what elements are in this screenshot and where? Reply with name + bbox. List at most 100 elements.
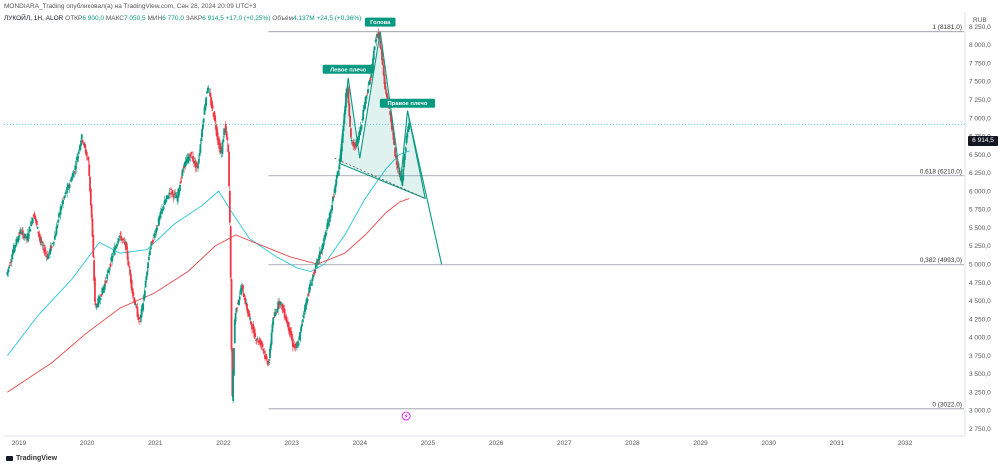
- candle-body: [145, 275, 148, 281]
- candle-body: [262, 349, 265, 351]
- candle-body: [238, 296, 241, 301]
- time-tick-label: 2031: [830, 440, 845, 447]
- candle-body: [291, 338, 294, 347]
- candle-body: [140, 308, 143, 318]
- candle-body: [337, 170, 340, 176]
- candle-body: [79, 144, 82, 151]
- candle-body: [341, 144, 343, 152]
- price-tick-label: 5 750,0: [969, 207, 991, 214]
- candle-body: [393, 140, 396, 146]
- candle-body: [67, 185, 69, 190]
- candle-body: [364, 96, 367, 104]
- candle-body: [277, 301, 280, 310]
- candle-body: [144, 280, 147, 288]
- price-tick-label: 6 000,0: [969, 188, 991, 195]
- candle-body: [254, 333, 257, 337]
- symbol-name[interactable]: ЛУКОЙЛ, 1Н, ALOR: [4, 15, 64, 22]
- time-tick-label: 2024: [353, 440, 368, 447]
- candle-body: [320, 249, 323, 254]
- candle-body: [372, 58, 374, 70]
- candle-body: [329, 210, 332, 218]
- candle-body: [126, 250, 129, 260]
- candle-body: [170, 188, 172, 190]
- candle-body: [350, 128, 352, 138]
- candle-body: [188, 154, 191, 157]
- candle-body: [287, 322, 290, 331]
- candle-body: [228, 151, 230, 187]
- candle-body: [215, 126, 218, 137]
- candle-body: [60, 205, 63, 210]
- candle-body: [17, 238, 19, 242]
- candle-body: [199, 144, 202, 153]
- candle-body: [390, 114, 392, 122]
- candle-body: [336, 174, 338, 179]
- candle-body: [128, 266, 131, 268]
- candle-body: [240, 288, 243, 295]
- candle-body: [210, 100, 213, 109]
- candle-body: [13, 247, 16, 248]
- candle-body: [106, 274, 109, 279]
- candle-body: [94, 277, 96, 302]
- candle-body: [130, 279, 133, 291]
- candle-body: [233, 348, 235, 376]
- candle-body: [165, 198, 167, 202]
- candle-body: [114, 247, 117, 250]
- time-tick-label: 2030: [761, 440, 776, 447]
- high-label: МАКС: [105, 15, 124, 22]
- time-tick-label: 2027: [557, 440, 572, 447]
- candle-body: [303, 312, 306, 314]
- candle-body: [312, 274, 315, 278]
- left-shoulder-label-box: [322, 64, 374, 74]
- candle-body: [318, 251, 321, 259]
- tradingview-icon: [6, 455, 13, 461]
- candle-body: [102, 288, 104, 293]
- candle-body: [76, 155, 79, 162]
- candle-body: [154, 234, 157, 236]
- candle-body: [171, 190, 174, 194]
- candle-body: [253, 328, 256, 338]
- candle-body: [123, 241, 126, 243]
- candle-body: [155, 228, 158, 233]
- candle-body: [381, 58, 384, 65]
- candle-body: [118, 235, 121, 238]
- candle-body: [53, 242, 55, 244]
- candle-body: [285, 316, 288, 322]
- price-tick-label: 5 000,0: [969, 262, 991, 269]
- candle-body: [224, 123, 227, 132]
- price-tick-label: 4 250,0: [969, 316, 991, 323]
- candle-body: [404, 147, 407, 152]
- candle-body: [100, 294, 103, 297]
- candle-body: [21, 231, 24, 234]
- candle-body: [92, 234, 95, 257]
- candle-body: [160, 211, 163, 214]
- candle-body: [8, 264, 11, 266]
- candle-body: [34, 215, 37, 220]
- candle-body: [188, 156, 190, 161]
- candle-body: [39, 236, 42, 241]
- candle-body: [380, 48, 383, 50]
- tradingview-logo[interactable]: TradingView: [6, 455, 57, 462]
- candle-body: [134, 300, 136, 305]
- candle-body: [246, 303, 248, 311]
- candle-body: [350, 139, 353, 142]
- candle-body: [131, 289, 134, 294]
- candle-body: [13, 244, 15, 253]
- candle-body: [205, 97, 208, 106]
- price-tick-label: 7 250,0: [969, 97, 991, 104]
- candle-body: [269, 343, 272, 350]
- lightning-icon: [404, 413, 408, 419]
- candle-body: [228, 191, 231, 223]
- candle-body: [94, 303, 97, 305]
- candle-body: [206, 87, 209, 93]
- candle-body: [167, 196, 170, 199]
- low-label: МИН: [147, 15, 163, 22]
- candle-body: [180, 176, 183, 178]
- candle-body: [271, 324, 274, 333]
- candle-body: [325, 232, 328, 235]
- candle-body: [181, 169, 184, 176]
- candle-body: [117, 238, 120, 242]
- candle-body: [209, 93, 212, 97]
- candle-body: [201, 124, 204, 130]
- moving-average-slow: [7, 197, 410, 393]
